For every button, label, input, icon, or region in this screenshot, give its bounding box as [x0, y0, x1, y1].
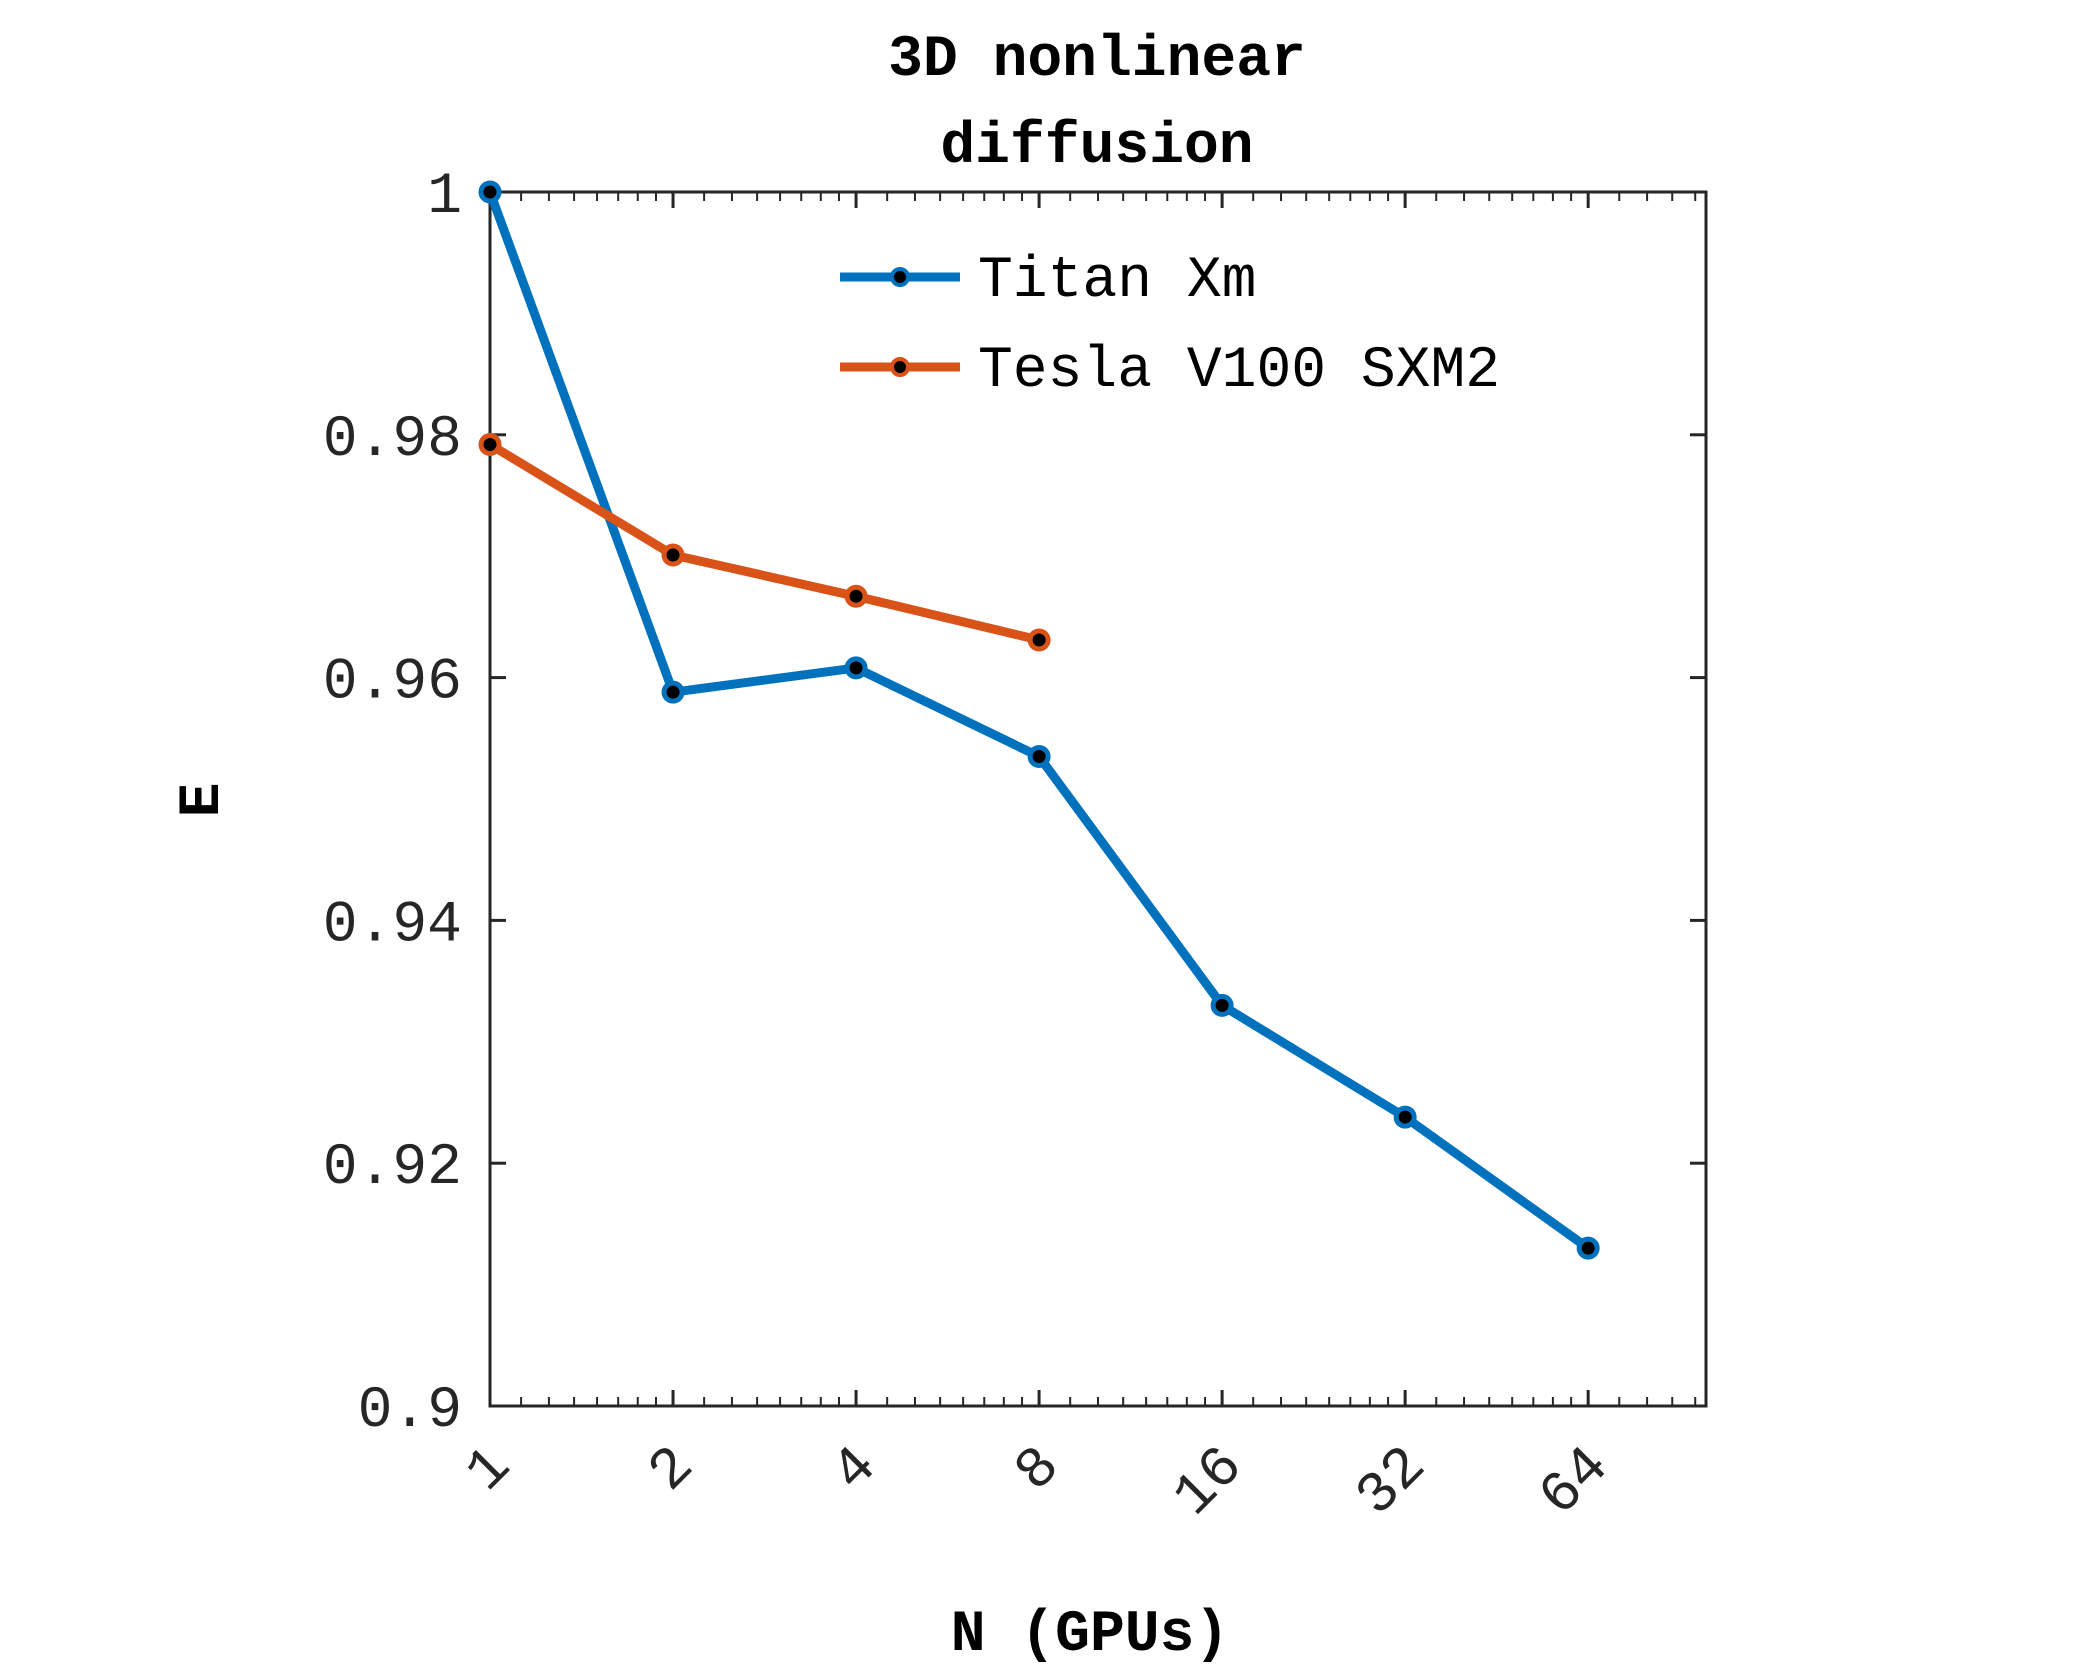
data-point — [1210, 993, 1234, 1017]
data-point — [1576, 1236, 1600, 1260]
y-tick-label: 0.92 — [323, 1136, 462, 1201]
y-tick-label: 0.94 — [323, 893, 462, 958]
x-tick-label: 2 — [637, 1435, 708, 1506]
data-point — [661, 680, 685, 704]
data-point — [1393, 1105, 1417, 1129]
chart-title-line-2: diffusion — [940, 115, 1253, 180]
data-point — [844, 656, 868, 680]
axis-ticks: 0.9 0.92 0.94 0.96 0.98 1 1 2 4 8 16 32 64 — [323, 165, 1706, 1530]
data-point — [478, 433, 502, 457]
x-tick-label: 1 — [454, 1435, 525, 1506]
data-point — [1027, 628, 1051, 652]
y-tick-label: 0.98 — [323, 408, 462, 473]
chart-title-line-1: 3D nonlinear — [888, 28, 1306, 93]
legend-marker-tesla-v100 — [890, 357, 910, 377]
data-point — [478, 180, 502, 204]
x-tick-label: 64 — [1528, 1435, 1623, 1530]
data-point — [844, 584, 868, 608]
series-lines — [478, 180, 1600, 1260]
series-line-1 — [487, 440, 1041, 645]
legend: Titan Xm Tesla V100 SXM2 — [840, 249, 1500, 404]
x-tick-label: 8 — [1003, 1435, 1074, 1506]
y-tick-label: 0.9 — [358, 1379, 462, 1444]
y-tick-label: 1 — [427, 165, 462, 230]
x-axis-label: N (GPUs) — [951, 1603, 1229, 1667]
data-point — [1027, 745, 1051, 769]
y-axis-label: E — [171, 783, 236, 818]
legend-label-titan-xm: Titan Xm — [978, 249, 1256, 314]
x-tick-label: 32 — [1345, 1435, 1440, 1530]
data-point — [661, 543, 685, 567]
x-tick-label: 4 — [820, 1435, 891, 1506]
x-tick-label: 16 — [1162, 1435, 1257, 1530]
legend-marker-titan-xm — [890, 267, 910, 287]
y-tick-label: 0.96 — [323, 651, 462, 716]
legend-label-tesla-v100: Tesla V100 SXM2 — [978, 339, 1500, 404]
